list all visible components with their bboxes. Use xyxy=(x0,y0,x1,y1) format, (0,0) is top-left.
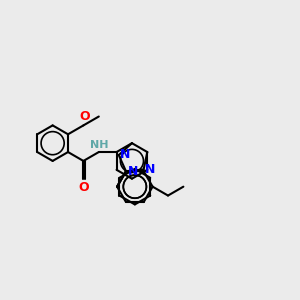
Text: N: N xyxy=(145,163,155,176)
Text: O: O xyxy=(78,181,89,194)
Text: N: N xyxy=(128,165,138,178)
Text: O: O xyxy=(79,110,90,123)
Text: NH: NH xyxy=(89,140,108,150)
Text: N: N xyxy=(120,148,130,161)
